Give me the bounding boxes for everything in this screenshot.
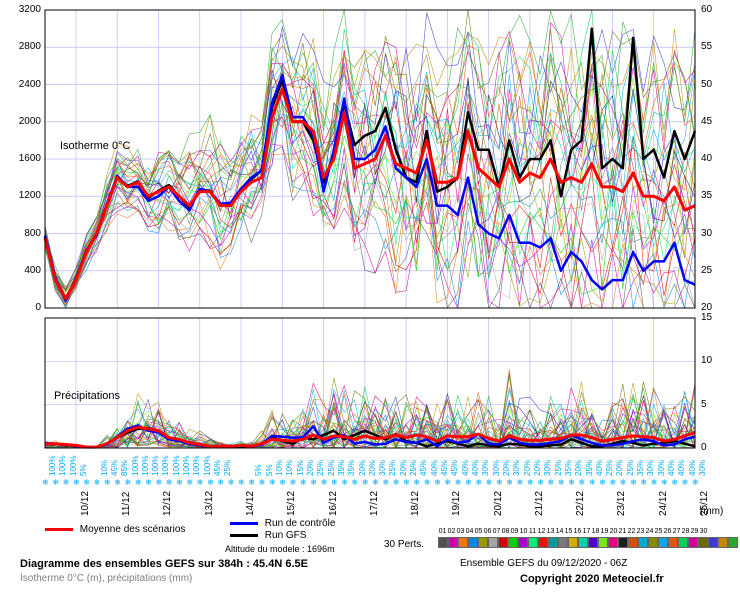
legend-altitude: Altitude du modele : 1696m [225,544,335,554]
legend-mean-line [45,528,73,531]
footer-title: Diagramme des ensembles GEFS sur 384h : … [20,558,308,570]
ensemble-swatches: 0102030405060708091011121314151617181920… [438,526,738,551]
legend-control-line [230,522,258,525]
top-panel-label: Isotherme 0°C [60,140,130,152]
x-axis-unit: (mm) [700,506,723,517]
legend-gfs: Run GFS [230,530,306,541]
footer-copyright: Copyright 2020 Meteociel.fr [520,573,664,585]
bottom-panel-label: Précipitations [54,390,120,402]
legend-mean: Moyenne des scénarios [45,524,185,535]
legend-gfs-line [230,534,258,537]
legend-perts: 30 Perts. [384,539,424,550]
legend-control: Run de contrôle [230,518,335,529]
chart-container: Isotherme 0°C Précipitations 04008001200… [0,0,740,592]
footer-run-info: Ensemble GEFS du 09/12/2020 - 06Z [460,558,627,569]
footer-subtitle: Isotherme 0°C (m), précipitations (mm) [20,573,192,584]
